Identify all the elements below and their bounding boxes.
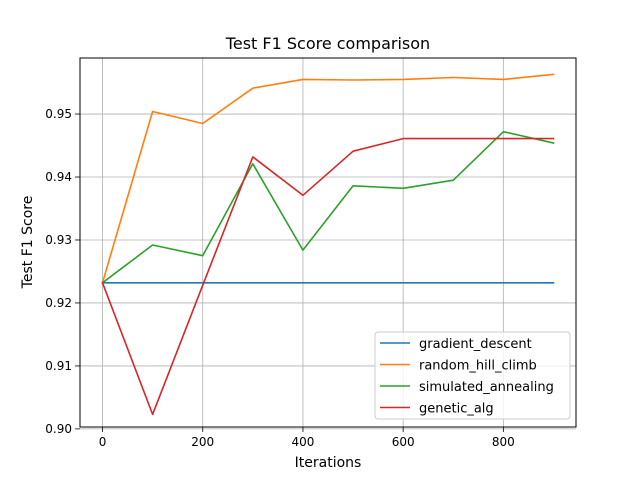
plot-frame [79,57,577,428]
y-tick-label: 0.95 [45,107,72,121]
y-axis-ticks: 0.90 0.91 0.92 0.93 0.94 0.95 [45,107,80,436]
series-line-random-hill-climb [101,73,555,284]
y-tick-label: 0.94 [45,170,72,184]
legend-items: gradient_descent random_hill_climbsimulat… [380,337,554,417]
y-tick-label: 0.92 [45,296,72,310]
y-tick-label: 0.91 [45,359,72,373]
legend-label: random_hill_climb [419,359,537,374]
legend-box [374,331,571,420]
y-tick-label: 0.93 [45,233,72,247]
x-tick-label: 400 [291,435,314,449]
x-tick-label: 0 [99,435,107,449]
x-axis-label: Iterations [295,455,362,471]
x-tick-label: 800 [492,435,515,449]
x-axis-ticks: 0 200 400 600 800 [99,427,515,449]
legend-label: gradient_descent [419,337,532,352]
series-line-genetic-alg [101,137,555,416]
series-line-simulated-annealing [101,130,555,284]
series-lines [101,73,555,416]
legend: gradient_descent random_hill_climbsimulat… [374,331,571,420]
legend-label: simulated_annealing [419,380,554,395]
legend-label: genetic_alg [419,402,494,417]
x-tick-label: 600 [392,435,415,449]
y-tick-label: 0.90 [45,422,72,436]
x-tick-label: 200 [191,435,214,449]
chart-title: Test F1 Score comparison [225,34,430,53]
y-axis-label: Test F1 Score [20,196,36,290]
